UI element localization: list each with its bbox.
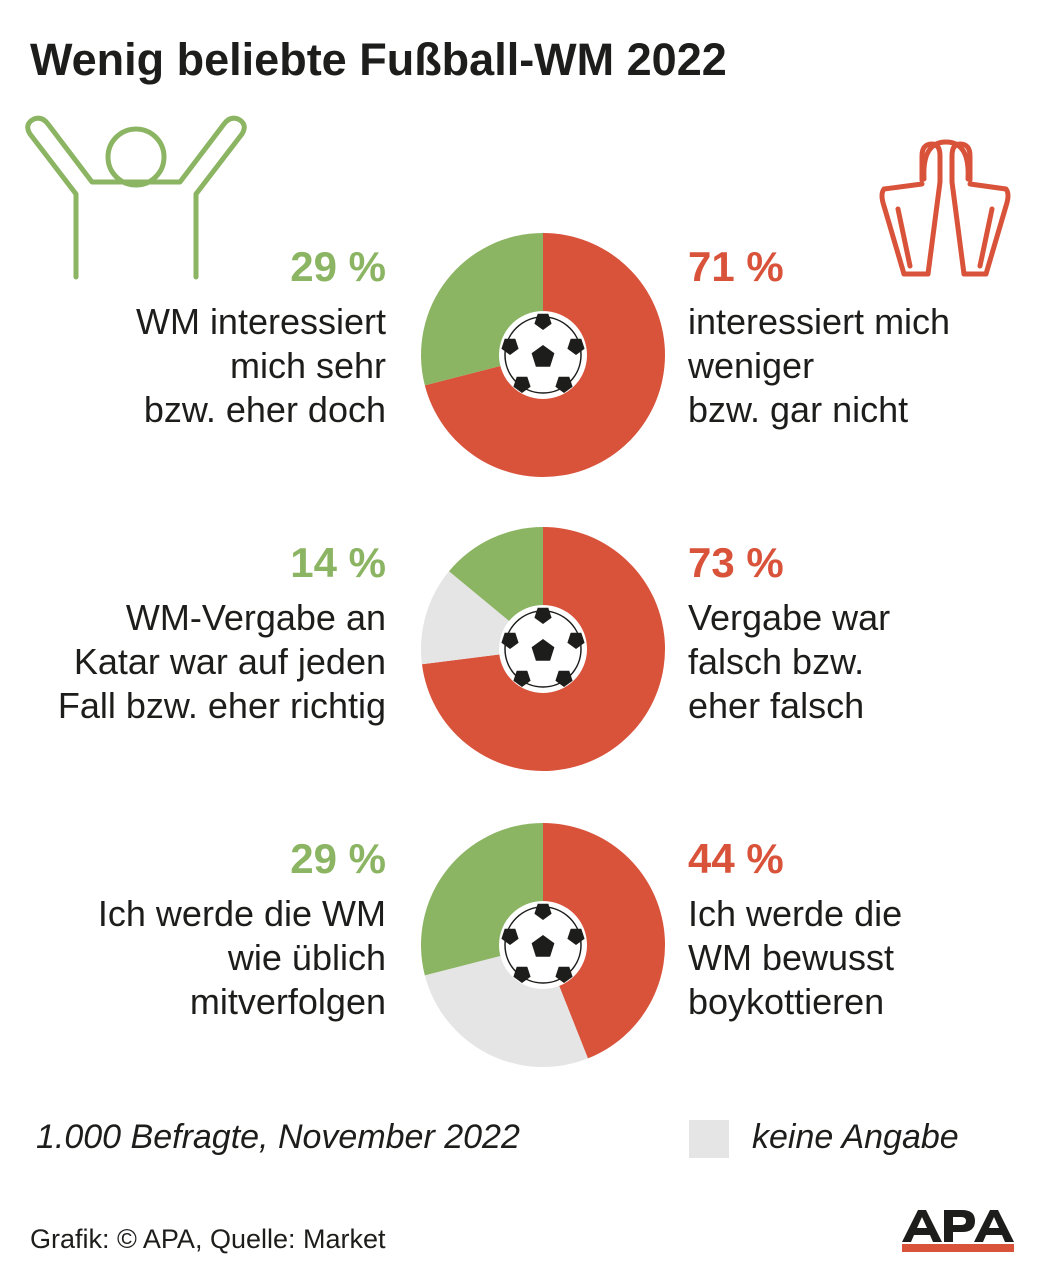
apa-logo bbox=[902, 1210, 1014, 1252]
chart-title: Wenig beliebte Fußball-WM 2022 bbox=[30, 34, 727, 85]
pie-slice bbox=[543, 823, 665, 1059]
negative-value-1: 71 % bbox=[688, 243, 784, 290]
negative-value-3: 44 % bbox=[688, 835, 784, 882]
negative-label-3: Ich werde die WM bewusst boykottieren bbox=[688, 893, 903, 1022]
football-icon bbox=[499, 311, 587, 399]
negative-label-2: Vergabe war falsch bzw. eher falsch bbox=[688, 597, 891, 726]
football-icon bbox=[499, 901, 587, 989]
despairing-person-icon bbox=[879, 139, 1011, 277]
legend-label-no-answer: keine Angabe bbox=[752, 1118, 959, 1156]
positive-value-1: 29 % bbox=[290, 243, 386, 290]
source-credit: Grafik: © APA, Quelle: Market bbox=[30, 1224, 386, 1254]
positive-label-1: WM interessiert mich sehr bzw. eher doch bbox=[135, 301, 386, 430]
sample-note: 1.000 Befragte, November 2022 bbox=[36, 1118, 520, 1156]
football-icon bbox=[499, 605, 587, 693]
cheering-person-icon bbox=[25, 115, 247, 280]
donut-chart-interest bbox=[421, 233, 665, 477]
positive-value-3: 29 % bbox=[290, 835, 386, 882]
negative-label-1: interessiert mich weniger bzw. gar nicht bbox=[688, 301, 951, 430]
legend-swatch-no-answer bbox=[689, 1120, 729, 1158]
positive-label-2: WM-Vergabe an Katar war auf jeden Fall b… bbox=[57, 597, 386, 726]
negative-value-2: 73 % bbox=[688, 539, 784, 586]
donut-chart-award bbox=[421, 527, 665, 771]
donut-chart-boycott bbox=[421, 823, 665, 1067]
positive-value-2: 14 % bbox=[290, 539, 386, 586]
positive-label-3: Ich werde die WM wie üblich mitverfolgen bbox=[97, 893, 386, 1022]
